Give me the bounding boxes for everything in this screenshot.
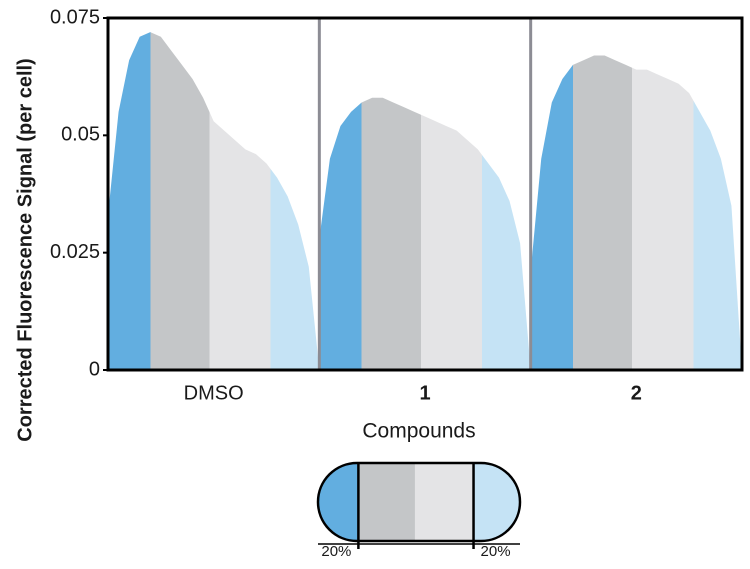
plot-frame (106, 16, 744, 372)
y-tick-label: 0 (89, 358, 100, 380)
profile-area (530, 55, 742, 371)
y-axis-label: Corrected Fluorescence Signal (per cell) (14, 58, 36, 441)
schematic-segment (358, 463, 415, 541)
y-tick-label: 0.075 (50, 6, 100, 28)
x-axis-label: Compounds (362, 420, 475, 443)
profile-area (108, 32, 320, 370)
x-tick-label: 1 (419, 382, 430, 404)
schematic-pole (473, 463, 520, 541)
schematic-outline (316, 461, 522, 543)
schematic-pole (318, 463, 359, 541)
x-tick-label: DMSO (184, 382, 244, 404)
schematic-label: 20% (481, 543, 511, 560)
schematic-segment (414, 463, 474, 541)
profile-area (319, 97, 531, 370)
schematic-label: 20% (321, 543, 351, 560)
x-tick-label: 2 (631, 382, 642, 404)
y-tick-label: 0.025 (50, 241, 100, 263)
y-tick-label: 0.05 (61, 124, 100, 146)
